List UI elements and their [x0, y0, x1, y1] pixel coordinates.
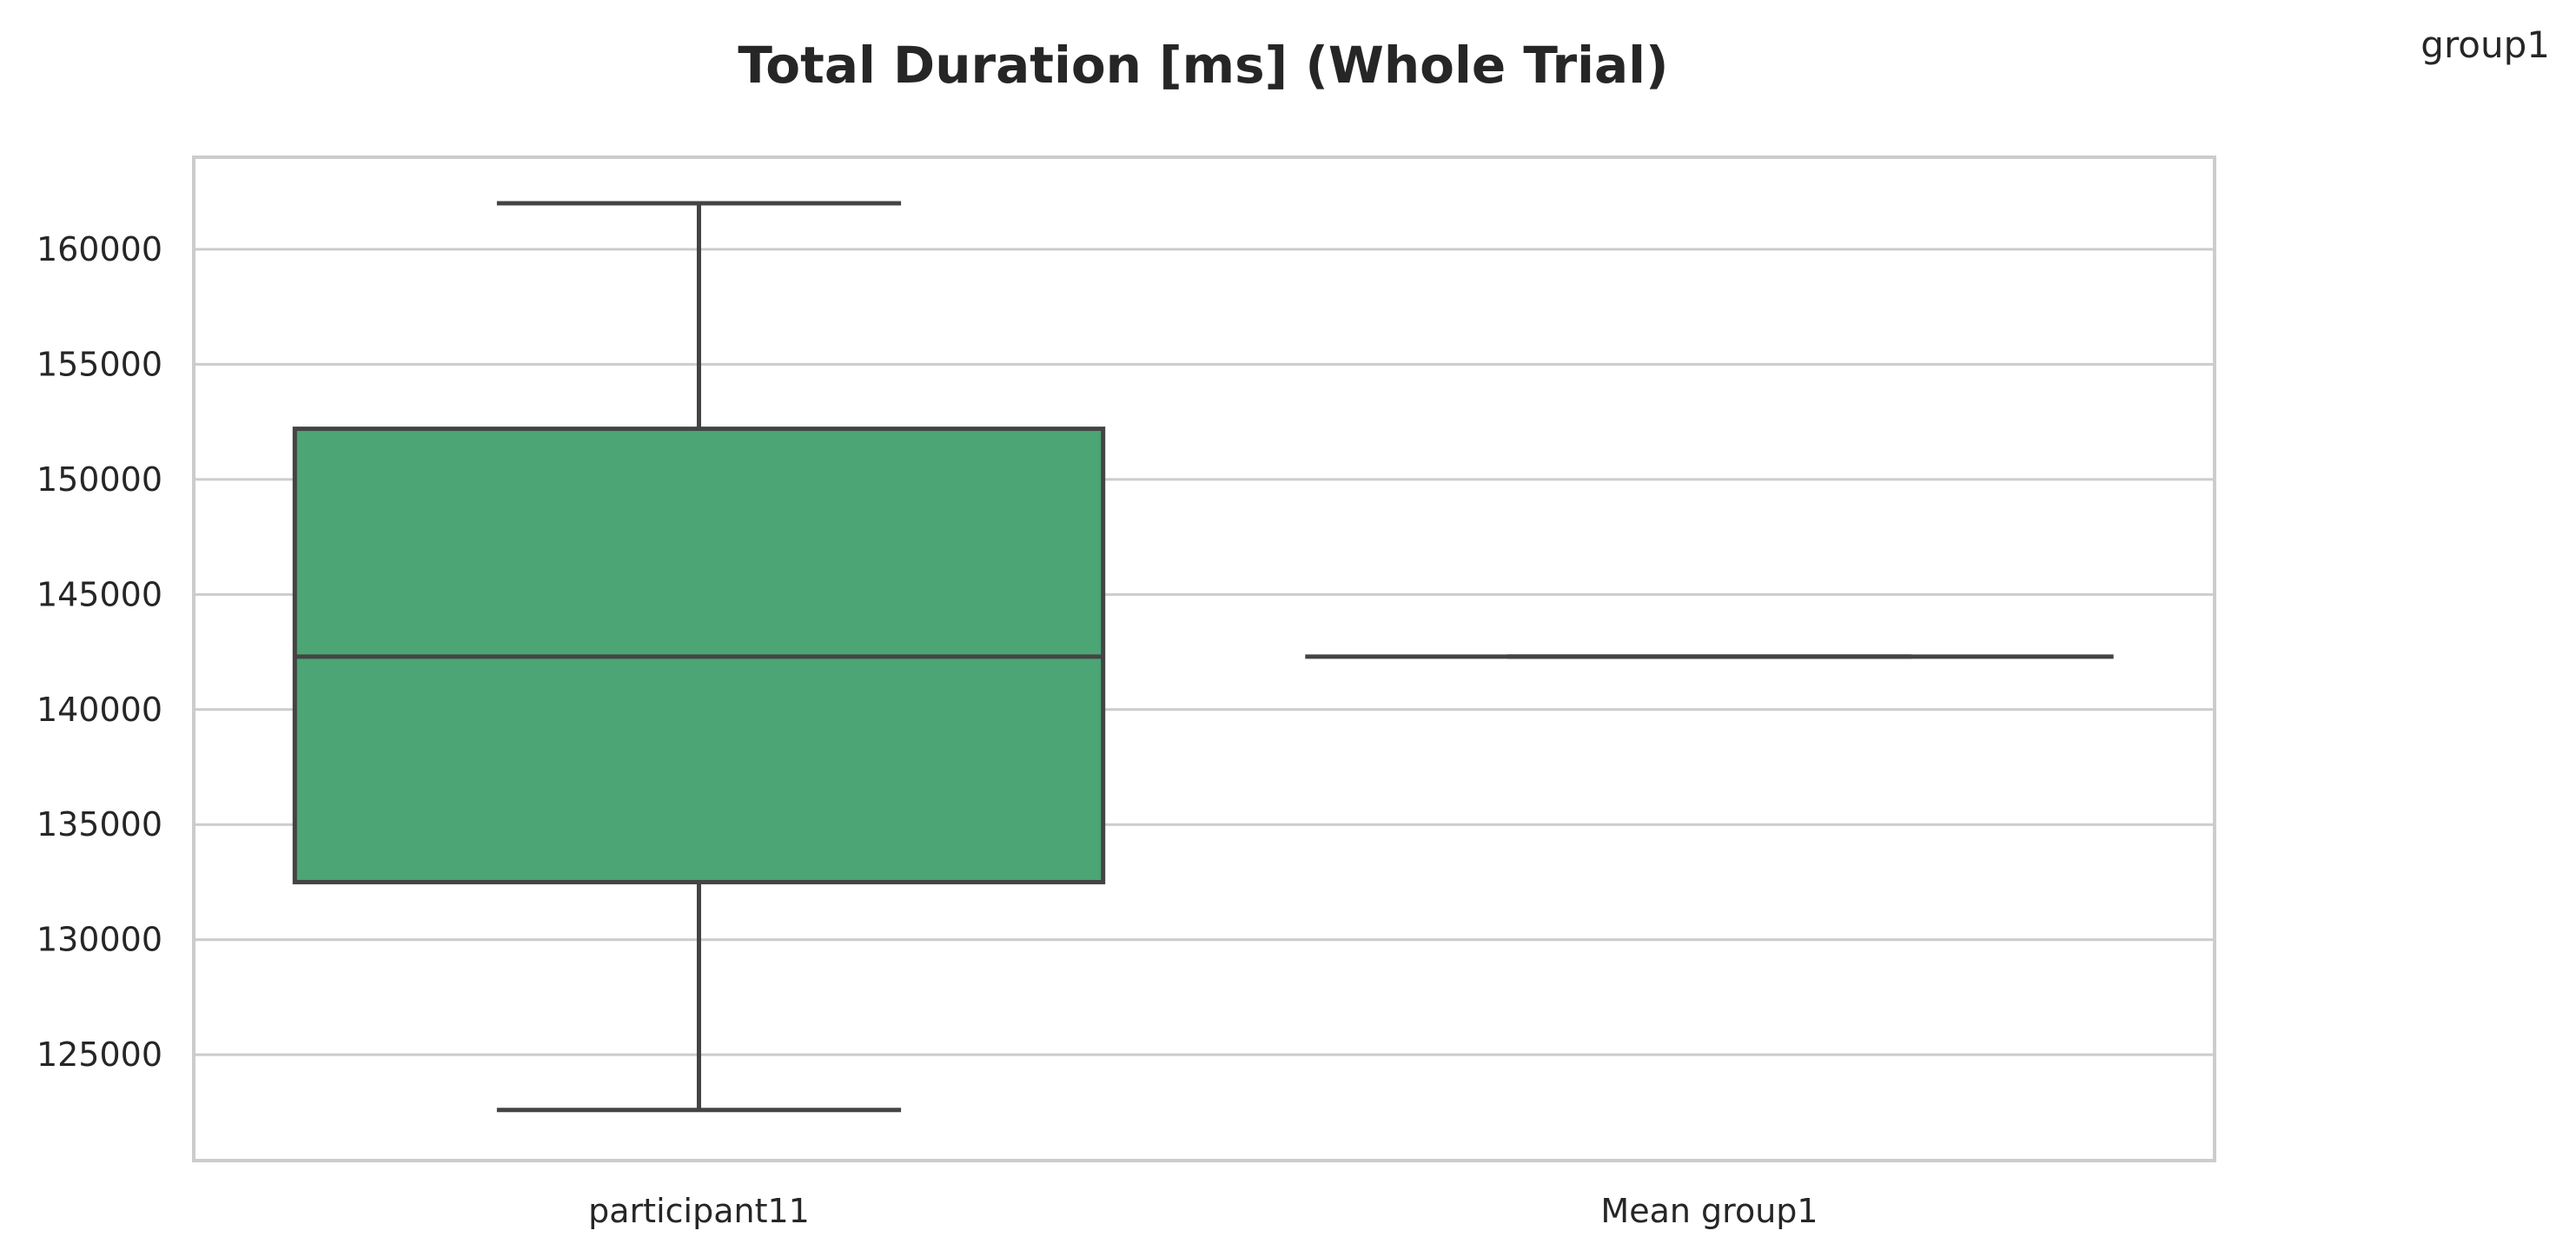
x-tick-label: participant11	[588, 1192, 810, 1230]
x-tick-label: Mean group1	[1600, 1192, 1818, 1230]
box-group	[292, 201, 1106, 1113]
y-tick-label: 130000	[36, 921, 162, 959]
y-tick-label: 145000	[36, 575, 162, 613]
x-axis: participant11 Mean group1	[588, 1192, 1818, 1230]
boxes	[292, 201, 2114, 1113]
plot-area	[192, 155, 2216, 1162]
y-tick-label: 135000	[36, 805, 162, 844]
y-tick-label: 155000	[36, 345, 162, 383]
y-tick-label: 160000	[36, 230, 162, 268]
chart-title: Total Duration [ms] (Whole Trial)	[738, 36, 1668, 95]
y-tick-label: 140000	[36, 691, 162, 729]
corner-label: group1	[2420, 23, 2550, 66]
y-axis: 125000 130000 135000 140000 145000 150000 1550…	[36, 230, 162, 1074]
y-tick-label: 125000	[36, 1035, 162, 1074]
plot-frame	[192, 155, 2216, 1162]
y-tick-label: 150000	[36, 460, 162, 499]
